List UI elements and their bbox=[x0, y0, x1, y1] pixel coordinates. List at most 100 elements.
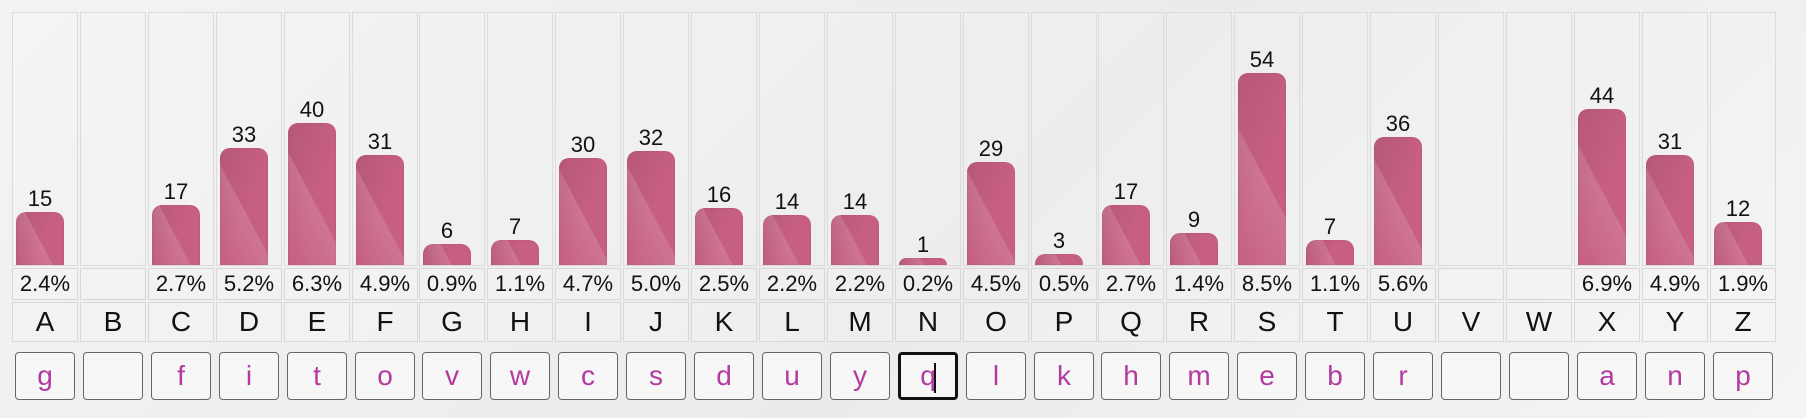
guess-text: e bbox=[1259, 360, 1275, 391]
percent-label: 2.5% bbox=[691, 268, 757, 300]
bar-cell: 7 bbox=[1302, 12, 1368, 266]
letter-label: Z bbox=[1710, 302, 1776, 342]
guess-input[interactable]: a bbox=[1577, 352, 1637, 400]
guess-text: l bbox=[992, 360, 1000, 391]
bar-cell: 40 bbox=[284, 12, 350, 266]
guess-input[interactable]: q bbox=[898, 352, 958, 400]
guess-input[interactable]: i bbox=[219, 352, 279, 400]
guess-input[interactable]: b bbox=[1305, 352, 1365, 400]
guess-input[interactable]: d bbox=[694, 352, 754, 400]
bar-cell: 9 bbox=[1166, 12, 1232, 266]
letter-label: X bbox=[1574, 302, 1640, 342]
letter-label: W bbox=[1506, 302, 1572, 342]
letter-label: C bbox=[148, 302, 214, 342]
guess-text: f bbox=[177, 360, 185, 391]
count-label: 30 bbox=[570, 132, 596, 157]
guess-text: o bbox=[377, 360, 393, 391]
guess-text: g bbox=[37, 360, 53, 391]
percent-label: 6.3% bbox=[284, 268, 350, 300]
guess-text: b bbox=[1327, 360, 1343, 391]
count-label: 40 bbox=[299, 97, 325, 122]
guess-input[interactable]: y bbox=[830, 352, 890, 400]
guess-text: n bbox=[1667, 360, 1683, 391]
guess-input[interactable]: f bbox=[151, 352, 211, 400]
guess-input[interactable]: n bbox=[1645, 352, 1705, 400]
guess-input[interactable]: l bbox=[966, 352, 1026, 400]
percent-label: 2.4% bbox=[12, 268, 78, 300]
guess-input[interactable]: h bbox=[1101, 352, 1161, 400]
guess-input[interactable]: s bbox=[626, 352, 686, 400]
guess-input[interactable]: w bbox=[490, 352, 550, 400]
letter-label: O bbox=[963, 302, 1029, 342]
guess-input[interactable]: m bbox=[1169, 352, 1229, 400]
letter-label: L bbox=[759, 302, 825, 342]
guess-input[interactable]: u bbox=[762, 352, 822, 400]
percent-label: 2.7% bbox=[148, 268, 214, 300]
guess-input[interactable]: c bbox=[558, 352, 618, 400]
guess-input[interactable]: k bbox=[1034, 352, 1094, 400]
letter-label: S bbox=[1234, 302, 1300, 342]
bar-cell bbox=[1506, 12, 1572, 266]
guess-text: m bbox=[1187, 360, 1211, 391]
frequency-bar bbox=[1714, 222, 1762, 265]
count-label: 17 bbox=[1113, 179, 1139, 204]
count-label: 16 bbox=[706, 182, 732, 207]
count-label: 14 bbox=[774, 189, 800, 214]
guess-input[interactable]: p bbox=[1713, 352, 1773, 400]
count-label: 31 bbox=[1657, 129, 1683, 154]
letter-label: G bbox=[419, 302, 485, 342]
percent-label: 0.9% bbox=[419, 268, 485, 300]
frequency-bar bbox=[831, 215, 879, 265]
count-label: 3 bbox=[1052, 228, 1066, 253]
count-label: 44 bbox=[1589, 83, 1615, 108]
guess-input[interactable]: o bbox=[355, 352, 415, 400]
count-label: 7 bbox=[1323, 214, 1337, 239]
percent-label: 6.9% bbox=[1574, 268, 1640, 300]
letter-label: V bbox=[1438, 302, 1504, 342]
frequency-bar bbox=[695, 208, 743, 265]
percent-label: 2.2% bbox=[759, 268, 825, 300]
letter-label: T bbox=[1302, 302, 1368, 342]
guess-input[interactable]: g bbox=[15, 352, 75, 400]
percent-label: 5.2% bbox=[216, 268, 282, 300]
bar-cell: 30 bbox=[555, 12, 621, 266]
guess-text: t bbox=[313, 360, 321, 391]
guess-input[interactable]: e bbox=[1237, 352, 1297, 400]
guess-text: h bbox=[1123, 360, 1139, 391]
guess-input[interactable]: r bbox=[1373, 352, 1433, 400]
percent-label: 1.1% bbox=[1302, 268, 1368, 300]
percent-label bbox=[1506, 268, 1572, 300]
frequency-bar bbox=[1170, 233, 1218, 265]
percent-label: 1.1% bbox=[487, 268, 553, 300]
guess-input[interactable] bbox=[1441, 352, 1501, 400]
frequency-bar bbox=[627, 151, 675, 265]
letter-label: B bbox=[80, 302, 146, 342]
guess-input[interactable]: t bbox=[287, 352, 347, 400]
bar-cell bbox=[1438, 12, 1504, 266]
bar-cell: 32 bbox=[623, 12, 689, 266]
guess-text: v bbox=[445, 360, 459, 391]
guess-text: u bbox=[784, 360, 800, 391]
guess-input[interactable] bbox=[1509, 352, 1569, 400]
letter-label: U bbox=[1370, 302, 1436, 342]
frequency-bar bbox=[1035, 254, 1083, 265]
frequency-bar bbox=[967, 162, 1015, 265]
bar-cell: 31 bbox=[352, 12, 418, 266]
letter-label: A bbox=[12, 302, 78, 342]
guess-input[interactable] bbox=[83, 352, 143, 400]
bar-cell: 17 bbox=[1098, 12, 1164, 266]
guess-input[interactable]: v bbox=[422, 352, 482, 400]
percent-label: 5.0% bbox=[623, 268, 689, 300]
count-label: 29 bbox=[978, 136, 1004, 161]
letter-label: Y bbox=[1642, 302, 1708, 342]
bar-cell: 3 bbox=[1031, 12, 1097, 266]
